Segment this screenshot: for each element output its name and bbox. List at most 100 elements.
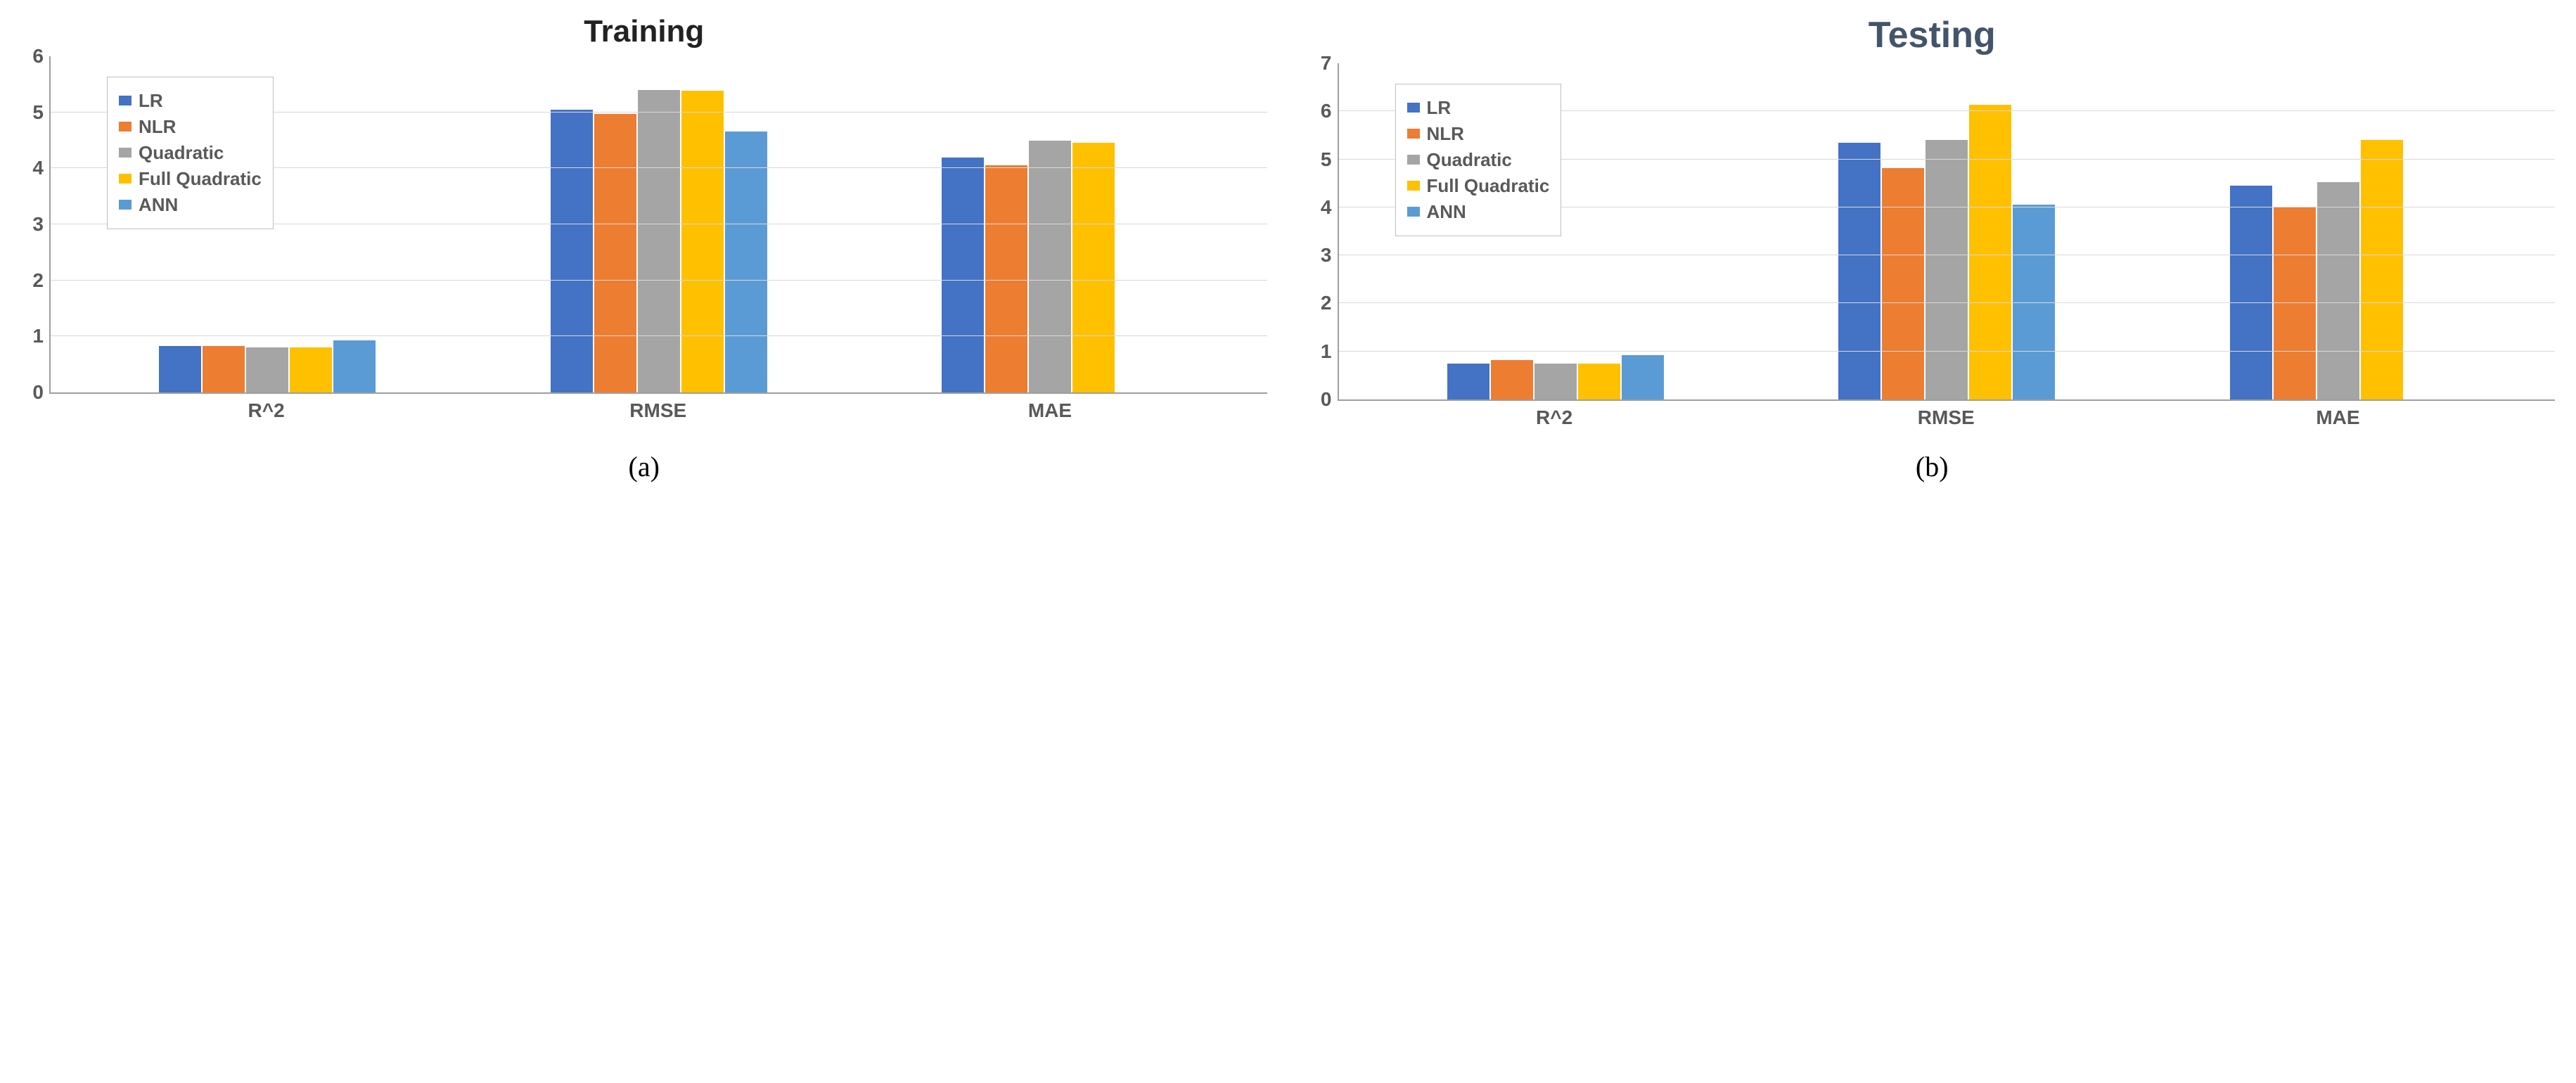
panel-b-plot-area: LRNLRQuadraticFull QuadraticANN 01234567 [1338, 63, 2556, 401]
panel-a-plot-wrap: LRNLRQuadraticFull QuadraticANN 0123456 … [14, 56, 1274, 422]
panel-b-plot-wrap: LRNLRQuadraticFull QuadraticANN 01234567… [1302, 63, 2563, 429]
grid-line [1339, 302, 2556, 303]
x-tick-label: R^2 [70, 394, 462, 422]
legend-item: LR [119, 90, 262, 112]
bar [1925, 140, 1968, 399]
legend-item: Quadratic [1407, 149, 1550, 171]
legend-swatch [119, 174, 132, 184]
bar [1029, 141, 1071, 393]
bar [1969, 105, 2011, 399]
legend-item: Quadratic [119, 142, 262, 164]
panel-b-caption: (b) [1302, 450, 2563, 483]
panel-testing: Testing LRNLRQuadraticFull QuadraticANN … [1302, 14, 2563, 429]
legend-item: NLR [119, 116, 262, 138]
legend-item: Full Quadratic [119, 168, 262, 190]
bar [1882, 168, 1924, 399]
legend-label: LR [139, 90, 163, 112]
bar [942, 158, 984, 392]
legend-label: ANN [139, 194, 178, 216]
y-tick-label: 7 [1311, 52, 1332, 75]
bar [246, 347, 288, 392]
bar-group [1751, 63, 2143, 399]
legend-label: NLR [1427, 123, 1464, 145]
legend-label: Full Quadratic [1427, 175, 1550, 197]
grid-line [51, 280, 1267, 281]
bar [985, 165, 1027, 392]
x-tick-label: MAE [2142, 401, 2534, 429]
bar [594, 114, 636, 392]
legend-label: Quadratic [1427, 149, 1512, 171]
panel-a-plot-area: LRNLRQuadraticFull QuadraticANN 0123456 [49, 56, 1267, 394]
x-tick-label: MAE [854, 394, 1245, 422]
bar [681, 91, 724, 392]
panel-b-legend: LR NLR Quadratic Full Quadratic ANN [1395, 84, 1562, 236]
bar [638, 90, 680, 392]
legend-item: Full Quadratic [1407, 175, 1550, 197]
legend-item: ANN [119, 194, 262, 216]
y-tick-label: 2 [1311, 292, 1332, 314]
x-tick-label: RMSE [462, 394, 854, 422]
y-tick-label: 4 [23, 157, 44, 179]
bar [2230, 186, 2272, 399]
legend-item: LR [1407, 97, 1550, 119]
y-tick-label: 3 [1311, 244, 1332, 267]
y-tick-label: 6 [1311, 100, 1332, 122]
legend-label: Full Quadratic [139, 168, 262, 190]
y-tick-label: 2 [23, 269, 44, 292]
bar [1491, 360, 1533, 399]
panel-a-caption: (a) [14, 450, 1274, 483]
legend-label: NLR [139, 116, 176, 138]
bar [1838, 143, 1880, 399]
bar [159, 346, 201, 392]
bar-group [854, 56, 1246, 392]
legend-item: NLR [1407, 123, 1550, 145]
bar [333, 340, 376, 392]
bar [2361, 140, 2403, 399]
bar [203, 346, 245, 392]
y-tick-label: 0 [23, 381, 44, 404]
bar [1072, 143, 1115, 392]
panel-b-title: Testing [1869, 14, 1996, 56]
panel-training: Training LR NLR Quadratic Full Quadratic ANN… [14, 14, 1274, 429]
bar [1622, 355, 1664, 400]
legend-swatch [1407, 155, 1420, 165]
y-tick-label: 1 [1311, 340, 1332, 363]
bar [551, 110, 593, 392]
panel-a-title: Training [584, 14, 704, 49]
bar [1578, 364, 1620, 399]
y-tick-label: 0 [1311, 388, 1332, 411]
bar [290, 347, 332, 392]
legend-item: ANN [1407, 201, 1550, 223]
legend-label: LR [1427, 97, 1452, 119]
legend-label: ANN [1427, 201, 1466, 223]
grid-line [1339, 351, 2556, 352]
bar [1447, 364, 1489, 399]
panel-b-xlabels: R^2RMSEMAE [1338, 401, 2556, 429]
y-tick-label: 4 [1311, 196, 1332, 219]
legend-swatch [119, 200, 132, 210]
legend-swatch [1407, 207, 1420, 217]
legend-swatch [119, 96, 132, 105]
legend-swatch [1407, 129, 1420, 139]
legend-swatch [1407, 103, 1420, 113]
legend-label: Quadratic [139, 142, 224, 164]
legend-swatch [119, 148, 132, 158]
x-tick-label: RMSE [1750, 401, 2142, 429]
y-tick-label: 5 [1311, 148, 1332, 171]
legend-swatch [1407, 181, 1420, 191]
y-tick-label: 3 [23, 213, 44, 236]
legend-swatch [119, 122, 132, 132]
grid-line [51, 335, 1267, 336]
bar-group [463, 56, 855, 392]
y-tick-label: 5 [23, 101, 44, 124]
panel-a-xlabels: R^2RMSEMAE [49, 394, 1267, 422]
bar [2317, 182, 2359, 399]
y-tick-label: 6 [23, 45, 44, 68]
caption-row: (a) (b) [14, 450, 2562, 483]
bar [725, 132, 767, 392]
charts-row: Training LR NLR Quadratic Full Quadratic ANN… [14, 14, 2562, 429]
bar [1534, 364, 1577, 399]
y-tick-label: 1 [23, 325, 44, 347]
bar-group [2143, 63, 2535, 399]
x-tick-label: R^2 [1359, 401, 1750, 429]
